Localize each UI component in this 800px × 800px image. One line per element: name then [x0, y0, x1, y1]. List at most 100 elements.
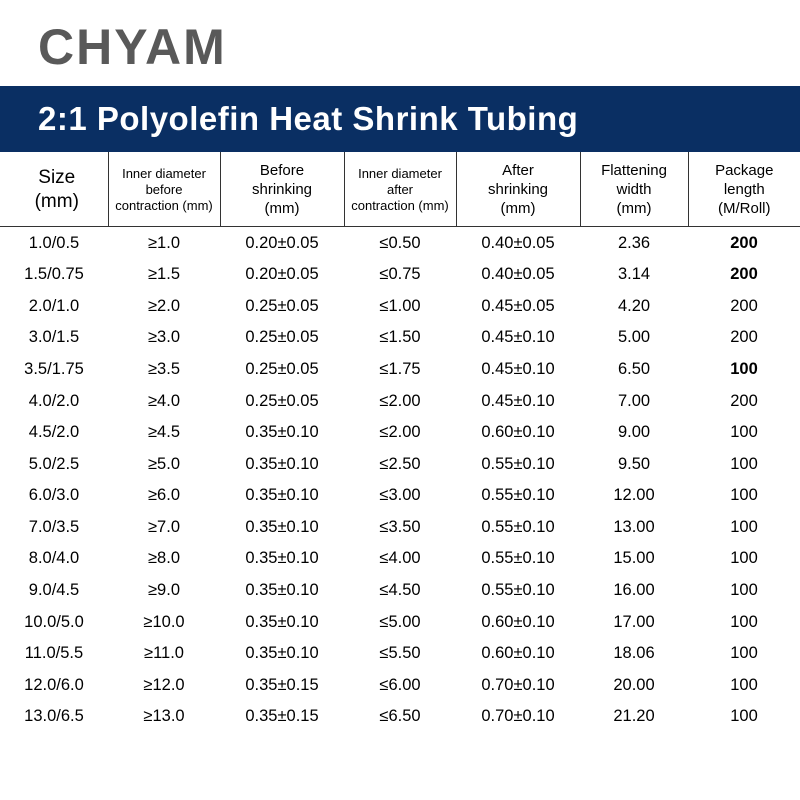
- page-title: 2:1 Polyolefin Heat Shrink Tubing: [0, 86, 800, 152]
- table-cell: 0.45±0.10: [456, 354, 580, 386]
- table-cell: 0.35±0.10: [220, 417, 344, 449]
- table-row: 4.0/2.0≥4.00.25±0.05≤2.000.45±0.107.0020…: [0, 385, 800, 417]
- table-cell: ≤6.50: [344, 701, 456, 733]
- table-cell: 0.35±0.10: [220, 448, 344, 480]
- table-row: 5.0/2.5≥5.00.35±0.10≤2.500.55±0.109.5010…: [0, 448, 800, 480]
- col-header-inner-after: Inner diameter after contraction (mm): [344, 152, 456, 227]
- table-cell: ≤6.00: [344, 670, 456, 702]
- table-cell: 10.0/5.0: [0, 606, 108, 638]
- table-cell: 100: [688, 670, 800, 702]
- table-cell: 12.00: [580, 480, 688, 512]
- table-cell: ≥13.0: [108, 701, 220, 733]
- table-cell: 0.35±0.10: [220, 480, 344, 512]
- table-cell: ≥3.0: [108, 322, 220, 354]
- table-cell: 0.25±0.05: [220, 290, 344, 322]
- table-row: 13.0/6.5≥13.00.35±0.15≤6.500.70±0.1021.2…: [0, 701, 800, 733]
- table-cell: 0.35±0.10: [220, 543, 344, 575]
- table-cell: 0.55±0.10: [456, 480, 580, 512]
- table-cell: 100: [688, 543, 800, 575]
- table-cell: ≥11.0: [108, 638, 220, 670]
- table-cell: 100: [688, 354, 800, 386]
- table-cell: 0.35±0.15: [220, 701, 344, 733]
- table-cell: 11.0/5.5: [0, 638, 108, 670]
- table-cell: 0.40±0.05: [456, 259, 580, 291]
- table-cell: ≤1.75: [344, 354, 456, 386]
- table-cell: 15.00: [580, 543, 688, 575]
- table-header-row: Size (mm) Inner diameter before contract…: [0, 152, 800, 227]
- table-cell: ≤0.75: [344, 259, 456, 291]
- table-cell: 100: [688, 701, 800, 733]
- table-cell: ≥12.0: [108, 670, 220, 702]
- table-row: 4.5/2.0≥4.50.35±0.10≤2.000.60±0.109.0010…: [0, 417, 800, 449]
- table-cell: 0.60±0.10: [456, 638, 580, 670]
- table-cell: ≤5.50: [344, 638, 456, 670]
- table-row: 2.0/1.0≥2.00.25±0.05≤1.000.45±0.054.2020…: [0, 290, 800, 322]
- table-cell: 0.45±0.10: [456, 322, 580, 354]
- table-cell: 9.50: [580, 448, 688, 480]
- table-row: 3.0/1.5≥3.00.25±0.05≤1.500.45±0.105.0020…: [0, 322, 800, 354]
- table-cell: 1.0/0.5: [0, 227, 108, 259]
- table-cell: 0.25±0.05: [220, 385, 344, 417]
- table-cell: 3.5/1.75: [0, 354, 108, 386]
- table-cell: 0.55±0.10: [456, 512, 580, 544]
- table-cell: 0.55±0.10: [456, 575, 580, 607]
- table-cell: 0.35±0.10: [220, 575, 344, 607]
- table-cell: 0.45±0.10: [456, 385, 580, 417]
- table-cell: ≤1.00: [344, 290, 456, 322]
- table-cell: ≥10.0: [108, 606, 220, 638]
- table-cell: 0.55±0.10: [456, 448, 580, 480]
- col-header-before-shrink: Before shrinking (mm): [220, 152, 344, 227]
- table-cell: 200: [688, 290, 800, 322]
- table-cell: ≥5.0: [108, 448, 220, 480]
- table-cell: 2.0/1.0: [0, 290, 108, 322]
- table-cell: 17.00: [580, 606, 688, 638]
- table-cell: 3.0/1.5: [0, 322, 108, 354]
- table-cell: 7.0/3.5: [0, 512, 108, 544]
- table-cell: 0.70±0.10: [456, 701, 580, 733]
- table-cell: 200: [688, 322, 800, 354]
- table-cell: 0.20±0.05: [220, 227, 344, 259]
- table-cell: ≤2.00: [344, 417, 456, 449]
- table-cell: ≤4.50: [344, 575, 456, 607]
- table-cell: 0.25±0.05: [220, 322, 344, 354]
- table-cell: 21.20: [580, 701, 688, 733]
- table-cell: 4.20: [580, 290, 688, 322]
- table-cell: 2.36: [580, 227, 688, 259]
- table-cell: ≤2.50: [344, 448, 456, 480]
- table-cell: ≥9.0: [108, 575, 220, 607]
- spec-table: Size (mm) Inner diameter before contract…: [0, 152, 800, 733]
- table-cell: 100: [688, 448, 800, 480]
- table-cell: 4.5/2.0: [0, 417, 108, 449]
- table-row: 8.0/4.0≥8.00.35±0.10≤4.000.55±0.1015.001…: [0, 543, 800, 575]
- table-cell: ≥4.0: [108, 385, 220, 417]
- table-cell: 200: [688, 227, 800, 259]
- table-cell: 100: [688, 575, 800, 607]
- table-cell: 200: [688, 385, 800, 417]
- table-row: 10.0/5.0≥10.00.35±0.10≤5.000.60±0.1017.0…: [0, 606, 800, 638]
- table-cell: 13.0/6.5: [0, 701, 108, 733]
- table-cell: ≥1.0: [108, 227, 220, 259]
- table-cell: ≥7.0: [108, 512, 220, 544]
- table-cell: 5.0/2.5: [0, 448, 108, 480]
- table-cell: ≤2.00: [344, 385, 456, 417]
- table-cell: ≤4.00: [344, 543, 456, 575]
- table-cell: 100: [688, 417, 800, 449]
- brand-name: CHYAM: [0, 0, 800, 86]
- table-cell: 8.0/4.0: [0, 543, 108, 575]
- table-cell: ≤1.50: [344, 322, 456, 354]
- col-header-size: Size (mm): [0, 152, 108, 227]
- table-cell: 5.00: [580, 322, 688, 354]
- col-header-inner-before: Inner diameter before contraction (mm): [108, 152, 220, 227]
- table-cell: 16.00: [580, 575, 688, 607]
- table-cell: 13.00: [580, 512, 688, 544]
- col-header-after-shrink: After shrinking (mm): [456, 152, 580, 227]
- table-cell: 0.40±0.05: [456, 227, 580, 259]
- table-row: 6.0/3.0≥6.00.35±0.10≤3.000.55±0.1012.001…: [0, 480, 800, 512]
- table-cell: 0.35±0.10: [220, 606, 344, 638]
- table-cell: 9.00: [580, 417, 688, 449]
- table-cell: ≥2.0: [108, 290, 220, 322]
- table-cell: 6.0/3.0: [0, 480, 108, 512]
- table-cell: 1.5/0.75: [0, 259, 108, 291]
- table-cell: 0.20±0.05: [220, 259, 344, 291]
- table-cell: 0.55±0.10: [456, 543, 580, 575]
